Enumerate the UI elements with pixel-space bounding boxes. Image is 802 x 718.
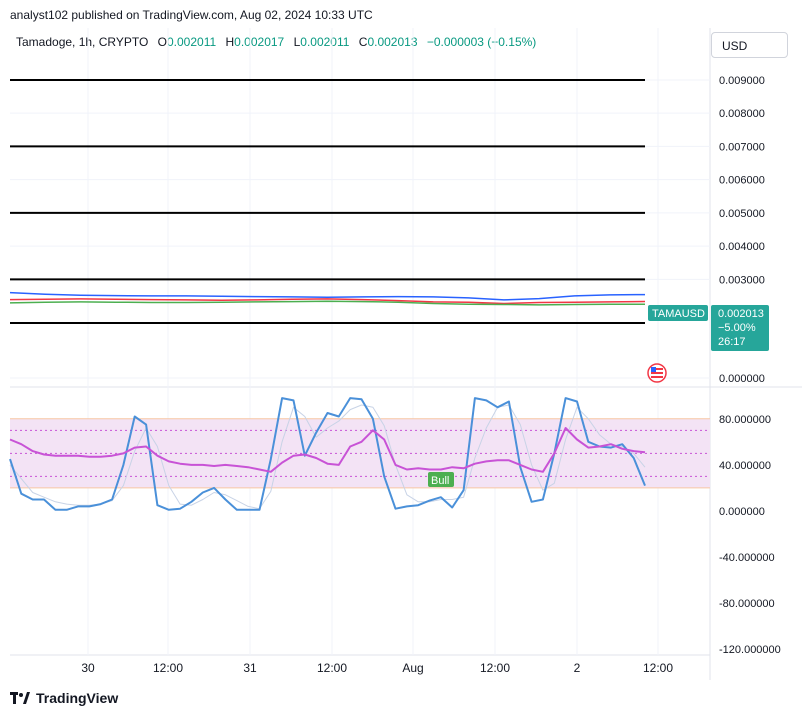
flag-stripe [651,368,663,370]
oscillator-tick-label: 40.000000 [719,460,771,472]
symbol-name: Tamadoge, 1h, CRYPTO [16,35,149,49]
last-price-label: 0.002013 [718,308,764,320]
symbol-badge-label: TAMAUSD [652,308,705,320]
price-tick-label: 0.005000 [719,208,765,220]
x-tick-label: 12:00 [317,661,347,675]
price-tick-label: 0.000000 [719,373,765,385]
open-label: O [157,35,167,49]
high-value: 0.002017 [234,35,285,49]
oscillator-series-rsi [9,427,646,473]
price-tick-label: 0.006000 [719,175,765,187]
price-badge [711,305,769,351]
price-series-line [9,298,646,305]
open-value: 0.002011 [166,35,217,49]
high-label: H [225,35,235,49]
symbol-legend: Tamadoge, 1h, CRYPTO O0.002011 H0.002017… [16,35,536,49]
price-tick-label: 0.003000 [719,274,765,286]
oscillator-tick-label: 0.000000 [719,506,765,518]
price-tick-label: 0.004000 [719,241,765,253]
x-tick-label: 12:00 [480,661,510,675]
flag-stripe [651,376,663,378]
close-value: 0.002013 [367,35,418,49]
x-tick-label: 2 [574,661,581,675]
bull-badge [428,472,454,487]
low-label: L [293,35,301,49]
price-series-line [9,291,646,301]
close-label: C [358,35,368,49]
price-series-line [9,300,645,306]
flag-stripe [651,372,663,374]
price-tick-label: 0.007000 [719,141,765,153]
oscillator-tick-label: -40.000000 [719,552,775,564]
price-tick-label: 0.008000 [719,108,765,120]
x-tick-label: 31 [243,661,257,675]
x-tick-label: 30 [81,661,95,675]
oscillator-tick-label: -120.000000 [719,644,781,656]
x-tick-label: Aug [402,661,423,675]
oscillator-tick-label: 80.000000 [719,414,771,426]
tradingview-branding: TradingView [10,690,118,706]
change-value: −0.000003 (−0.15%) [426,35,537,49]
oscillator-series-d [9,404,646,510]
currency-selector[interactable]: USD [711,32,788,58]
footer-brand: TradingView [36,690,119,706]
bull-annotation: Bull [431,475,449,487]
price-tick-label: 0.009000 [719,75,765,87]
x-tick-label: 12:00 [153,661,183,675]
low-value: 0.002011 [300,35,350,49]
price-change-label: −5.00% [718,322,756,334]
countdown-label: 26:17 [718,336,746,348]
tradingview-logo-icon [10,692,30,704]
x-tick-label: 12:00 [643,661,673,675]
flag-canton [651,367,656,372]
oscillator-series-k [9,397,646,511]
publish-header: analyst102 published on TradingView.com,… [10,8,373,22]
symbol-badge [648,305,708,321]
oscillator-tick-label: -80.000000 [719,598,775,610]
